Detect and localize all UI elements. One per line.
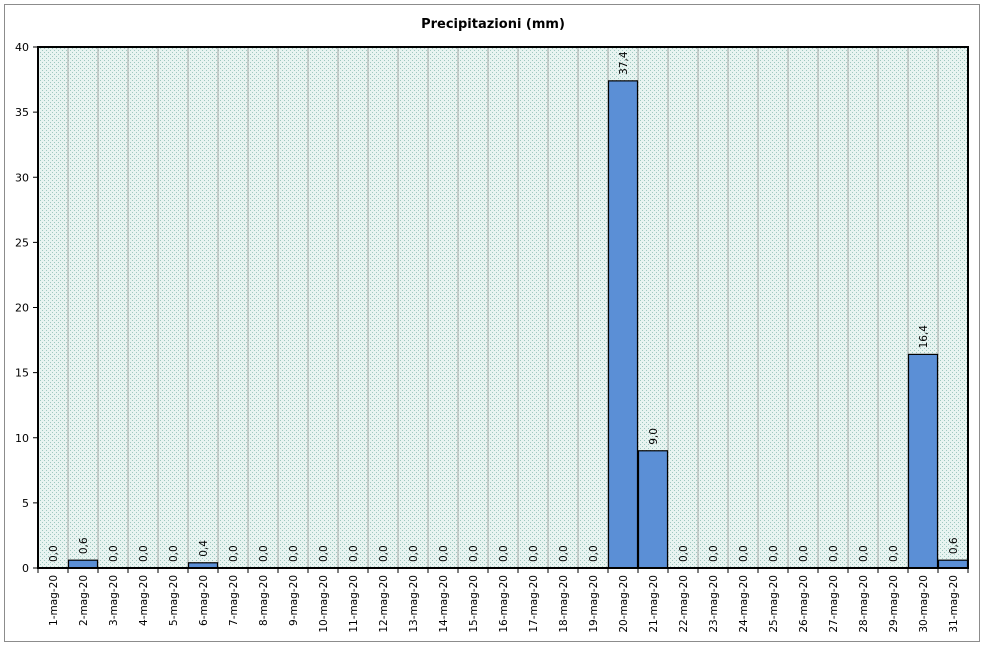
x-tick-label: 2-mag-20: [78, 575, 90, 626]
data-label: 9,0: [648, 428, 660, 445]
data-label: 0,0: [318, 545, 330, 562]
x-tick-label: 8-mag-20: [258, 575, 270, 626]
x-tick-label: 22-mag-20: [678, 575, 690, 633]
x-tick-label: 3-mag-20: [108, 575, 120, 626]
plot-area: [38, 47, 968, 568]
data-label: 0,0: [258, 545, 270, 562]
x-tick-label: 27-mag-20: [828, 575, 840, 633]
x-tick-label: 31-mag-20: [948, 575, 960, 633]
data-label: 0,0: [48, 545, 60, 562]
data-label: 0,0: [108, 545, 120, 562]
x-tick-label: 13-mag-20: [408, 575, 420, 633]
data-label: 37,4: [618, 51, 630, 75]
x-tick-label: 14-mag-20: [438, 575, 450, 633]
x-tick-label: 10-mag-20: [318, 575, 330, 633]
data-label: 0,0: [378, 545, 390, 562]
bar: [937, 559, 969, 569]
data-label: 16,4: [918, 325, 930, 349]
x-tick-label: 19-mag-20: [588, 575, 600, 633]
data-label: 0,6: [78, 537, 90, 554]
data-label: 0,0: [288, 545, 300, 562]
data-label: 0,0: [348, 545, 360, 562]
x-tick-label: 20-mag-20: [618, 575, 630, 633]
data-label: 0,0: [678, 545, 690, 562]
x-tick-label: 26-mag-20: [798, 575, 810, 633]
bar: [607, 80, 639, 569]
data-label: 0,0: [468, 545, 480, 562]
y-tick-label: 5: [22, 497, 29, 510]
x-tick-label: 6-mag-20: [198, 575, 210, 626]
data-label: 0,0: [408, 545, 420, 562]
y-tick-label: 40: [15, 41, 29, 54]
bar: [67, 559, 99, 569]
bar: [907, 353, 939, 569]
data-label: 0,0: [828, 545, 840, 562]
y-tick-label: 20: [15, 302, 29, 315]
x-tick-label: 5-mag-20: [168, 575, 180, 626]
x-tick-label: 21-mag-20: [648, 575, 660, 633]
data-label: 0,0: [738, 545, 750, 562]
bar: [637, 450, 669, 569]
x-tick-label: 16-mag-20: [498, 575, 510, 633]
data-label: 0,0: [888, 545, 900, 562]
data-label: 0,0: [588, 545, 600, 562]
x-tick-label: 24-mag-20: [738, 575, 750, 633]
data-label: 0,0: [858, 545, 870, 562]
data-label: 0,0: [168, 545, 180, 562]
x-tick-label: 11-mag-20: [348, 575, 360, 633]
x-tick-label: 1-mag-20: [48, 575, 60, 626]
data-label: 0,0: [708, 545, 720, 562]
data-label: 0,0: [558, 545, 570, 562]
x-tick-label: 15-mag-20: [468, 575, 480, 633]
data-label: 0,0: [498, 545, 510, 562]
x-tick-label: 23-mag-20: [708, 575, 720, 633]
x-tick-label: 30-mag-20: [918, 575, 930, 633]
data-label: 0,0: [768, 545, 780, 562]
data-label: 0,0: [138, 545, 150, 562]
data-label: 0,6: [948, 537, 960, 554]
x-tick-label: 7-mag-20: [228, 575, 240, 626]
y-tick-label: 35: [15, 106, 29, 119]
x-tick-label: 17-mag-20: [528, 575, 540, 633]
data-label: 0,0: [798, 545, 810, 562]
y-tick-label: 25: [15, 236, 29, 249]
x-tick-label: 9-mag-20: [288, 575, 300, 626]
data-label: 0,4: [198, 540, 210, 557]
data-label: 0,0: [528, 545, 540, 562]
data-label: 0,0: [438, 545, 450, 562]
x-tick-label: 12-mag-20: [378, 575, 390, 633]
x-tick-label: 29-mag-20: [888, 575, 900, 633]
x-tick-label: 4-mag-20: [138, 575, 150, 626]
y-tick-label: 30: [15, 171, 29, 184]
x-tick-label: 18-mag-20: [558, 575, 570, 633]
x-tick-label: 25-mag-20: [768, 575, 780, 633]
y-tick-label: 0: [22, 562, 29, 575]
y-tick-label: 10: [15, 432, 29, 445]
y-tick-label: 15: [15, 367, 29, 380]
chart-title: Precipitazioni (mm): [421, 17, 565, 32]
data-label: 0,0: [228, 545, 240, 562]
x-tick-label: 28-mag-20: [858, 575, 870, 633]
